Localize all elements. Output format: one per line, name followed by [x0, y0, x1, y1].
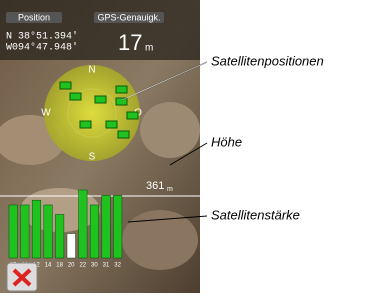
accuracy-label: GPS-Genauigk. — [97, 12, 160, 22]
satellite — [127, 112, 138, 119]
longitude: W094°47.948' — [6, 42, 78, 54]
accuracy-value: 17 — [118, 30, 142, 55]
satellite — [118, 131, 129, 138]
satellite — [60, 82, 71, 89]
sky-view — [44, 65, 140, 161]
signal-bar — [113, 195, 122, 258]
rock — [140, 102, 200, 158]
signal-bar — [79, 190, 88, 258]
callout-elevation: Höhe — [211, 134, 242, 149]
satellite-id: 18 — [56, 263, 63, 269]
satellite — [95, 96, 106, 103]
signal-bar — [44, 205, 53, 258]
signal-bar — [102, 195, 111, 258]
compass-w: W — [41, 108, 51, 119]
satellite-id: 20 — [68, 263, 75, 269]
signal-bar — [21, 205, 30, 258]
satellite — [80, 121, 91, 128]
signal-bar — [67, 234, 76, 258]
latitude: N 38°51.394' — [6, 31, 78, 43]
satellite-id: 30 — [91, 263, 98, 269]
compass-s: S — [89, 152, 96, 163]
elevation-value: 361 — [146, 180, 164, 192]
signal-bar — [32, 200, 41, 258]
callout-strength: Satellitenstärke — [211, 207, 300, 222]
signal-bar — [55, 214, 64, 258]
compass-n: N — [88, 65, 95, 76]
figure: Position GPS-Genauigk. N 38°51.394' W094… — [0, 0, 365, 293]
accuracy-unit: m — [145, 43, 153, 54]
signal-bar — [90, 205, 99, 258]
satellite-id: 22 — [79, 263, 86, 269]
satellite-id: 14 — [45, 263, 52, 269]
elevation-unit: m — [167, 186, 173, 193]
satellite-id: 31 — [103, 263, 110, 269]
satellite — [116, 86, 127, 93]
page: Position GPS-Genauigk. N 38°51.394' W094… — [0, 0, 365, 298]
rock — [122, 210, 198, 270]
signal-bar — [9, 205, 18, 258]
satellite-id: 32 — [114, 263, 121, 269]
satellite — [70, 93, 81, 100]
position-label: Position — [18, 12, 50, 22]
satellite — [106, 121, 117, 128]
callout-positions: Satellitenpositionen — [211, 53, 324, 68]
